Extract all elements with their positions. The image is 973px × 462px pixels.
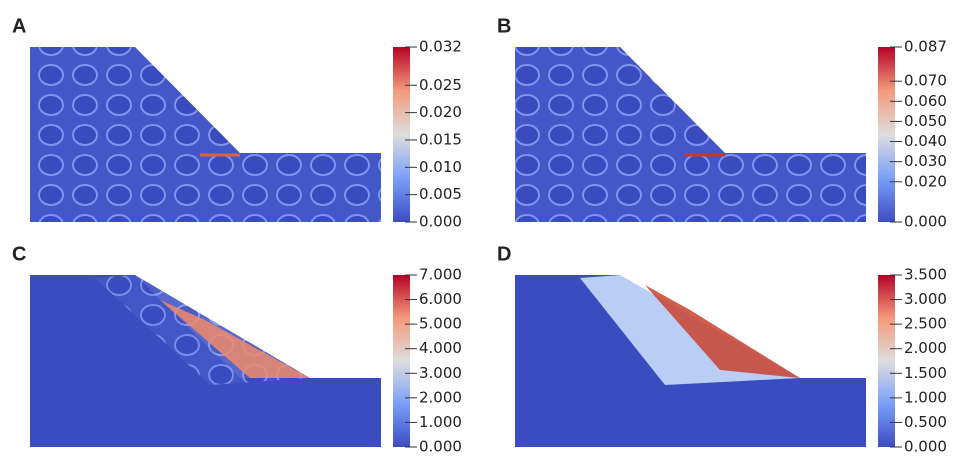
colorbar-tick-label: 0.050 [904, 112, 947, 130]
colorbar-tick-label: 0.000 [419, 438, 462, 456]
colorbar-tick-label: 0.060 [904, 92, 947, 110]
panel-label: B [497, 15, 511, 37]
colorbar-tick-label: 6.000 [419, 290, 462, 308]
panel-b-field [515, 47, 866, 222]
colorbar-tick-label: 5.000 [419, 315, 462, 333]
colorbar-tick-label: 2.000 [904, 339, 947, 357]
colorbar-tick-label: 1.000 [419, 413, 462, 431]
colorbar-tick-label: 2.500 [904, 315, 947, 333]
colorbar-tick-label: 0.030 [904, 152, 947, 170]
colorbar-tick-label: 0.000 [904, 213, 947, 231]
colorbar [878, 275, 895, 447]
colorbar-tick-label: 1.500 [904, 364, 947, 382]
colorbar-tick-label: 3.000 [419, 364, 462, 382]
colorbar-tick-label: 0.500 [904, 413, 947, 431]
colorbar-tick-label: 0.015 [419, 130, 462, 148]
colorbar-tick-label: 0.010 [419, 158, 462, 176]
colorbar-tick-label: 0.032 [419, 38, 462, 56]
colorbar-tick-label: 0.040 [904, 132, 947, 150]
panel-label: D [497, 243, 511, 265]
colorbar [393, 47, 410, 222]
panel-a-field [30, 47, 381, 222]
colorbar-tick-label: 1.000 [904, 388, 947, 406]
colorbar-tick-label: 3.500 [904, 266, 947, 284]
colorbar-tick-label: 4.000 [419, 339, 462, 357]
colorbar-tick-label: 0.000 [419, 213, 462, 231]
panel-d-field [515, 275, 866, 447]
colorbar-tick-label: 7.000 [419, 266, 462, 284]
panel-c-field [30, 275, 381, 447]
colorbar-tick-label: 0.020 [419, 103, 462, 121]
panel-label: A [12, 15, 26, 37]
colorbar-tick-label: 0.000 [904, 438, 947, 456]
panel-label: C [12, 243, 26, 265]
colorbar-tick-label: 3.000 [904, 290, 947, 308]
colorbar-tick-label: 0.020 [904, 172, 947, 190]
colorbar [878, 47, 895, 222]
colorbar-tick-label: 2.000 [419, 388, 462, 406]
colorbar-tick-label: 0.070 [904, 72, 947, 90]
colorbar-tick-label: 0.025 [419, 76, 462, 94]
colorbar-tick-label: 0.005 [419, 185, 462, 203]
colorbar-tick-label: 0.087 [904, 38, 947, 56]
colorbar [393, 275, 410, 447]
